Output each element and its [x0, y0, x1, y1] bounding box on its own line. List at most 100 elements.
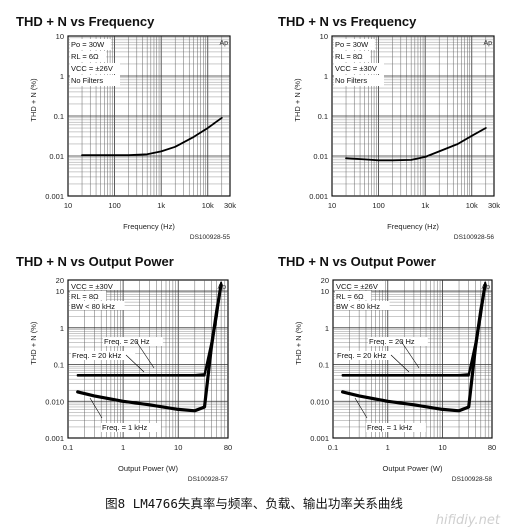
chart-title: THD + N vs Frequency — [16, 14, 155, 29]
annotation-bg — [70, 291, 107, 300]
y-tick-label: 0.001 — [310, 434, 329, 443]
series-line — [345, 127, 487, 162]
annotation: RL = 6Ω — [71, 52, 99, 61]
y-axis-label: THD + N (%) — [29, 78, 38, 122]
watermark: hifidiy.net — [436, 513, 501, 528]
y-tick-label: 0.1 — [54, 361, 64, 370]
x-tick-label: 1 — [121, 443, 125, 452]
annotation: VCC = ±26V — [336, 282, 378, 291]
y-tick-label: 10 — [321, 287, 329, 296]
annotation: VCC = ±30V — [71, 282, 113, 291]
y-tick-label: 1 — [324, 72, 328, 81]
series-label-bg — [336, 351, 401, 360]
series-label-bg — [103, 337, 163, 346]
x-tick-label: 10 — [174, 443, 182, 452]
annotation: RL = 6Ω — [336, 292, 364, 301]
annotation: RL = 8Ω — [335, 52, 363, 61]
x-tick-label: 30k — [488, 201, 500, 210]
chart-4: THD + N vs Output Power 0.1 1 10 80 0.001 0.01… — [278, 254, 496, 483]
annotation-bg — [334, 63, 384, 74]
series-label: Freq. = 1 kHz — [367, 423, 412, 432]
annotation-bg — [70, 63, 120, 74]
series-label: Freq. = 20 Hz — [104, 337, 150, 346]
figure-code: DS100928-56 — [454, 234, 494, 241]
x-tick-label: 100 — [372, 201, 385, 210]
y-tick-label: 0.01 — [313, 152, 328, 161]
y-axis-label: THD + N (%) — [294, 321, 303, 365]
annotation-bg — [335, 291, 372, 300]
series-label-bg — [368, 337, 428, 346]
series-line — [81, 116, 223, 157]
x-tick-label: 10 — [64, 201, 72, 210]
annotation: Po = 30W — [71, 40, 105, 49]
x-tick-label: 1 — [386, 443, 390, 452]
series-leader — [354, 397, 368, 419]
annotation: VCC = ±30V — [335, 64, 377, 73]
y-tick-label: 0.1 — [319, 361, 329, 370]
y-tick-label: 10 — [56, 32, 64, 41]
y-tick-label: 1 — [60, 324, 64, 333]
annotation: Po = 30W — [335, 40, 369, 49]
y-tick-label: 0.010 — [45, 397, 64, 406]
grid — [68, 36, 230, 196]
series-label: Freq. = 20 kHz — [337, 351, 387, 360]
figure-caption: 图8 LM4766失真率与频率、负载、输出功率关系曲线 — [105, 496, 403, 511]
y-tick-label: 0.1 — [318, 112, 328, 121]
x-tick-label: 80 — [224, 443, 232, 452]
annotation-bg — [334, 39, 375, 50]
x-axis-label: Output Power (W) — [118, 464, 179, 473]
x-tick-label: 10k — [202, 201, 214, 210]
x-tick-label: 10 — [438, 443, 446, 452]
x-tick-label: 1k — [421, 201, 429, 210]
y-axis-label: THD + N (%) — [29, 321, 38, 365]
y-tick-label: 20 — [321, 276, 329, 285]
series-label: Freq. = 1 kHz — [102, 423, 147, 432]
annotation-bg — [70, 39, 111, 50]
annotation-bg — [70, 281, 120, 290]
series-label-bg — [71, 351, 136, 360]
annotation-bg — [70, 51, 107, 62]
x-tick-label: 1k — [157, 201, 165, 210]
x-tick-label: 10 — [328, 201, 336, 210]
series-label: Freq. = 20 kHz — [72, 351, 122, 360]
x-tick-label: 0.1 — [63, 443, 73, 452]
chart-3: THD + N vs Output Power 0.1 1 10 80 0.001 0.01… — [16, 254, 232, 483]
y-tick-label: 0.001 — [309, 192, 328, 201]
annotation-bg — [335, 301, 390, 310]
x-tick-label: 0.1 — [328, 443, 338, 452]
series-line — [341, 283, 487, 413]
series-leader — [125, 354, 145, 373]
annotation-bg — [334, 51, 371, 62]
y-tick-label: 0.01 — [49, 152, 64, 161]
annotation: BW < 80 kHz — [71, 302, 115, 311]
annotation-bg — [70, 75, 120, 86]
y-tick-label: 1 — [60, 72, 64, 81]
chart-title: THD + N vs Frequency — [278, 14, 417, 29]
annotation: No Filters — [71, 76, 103, 85]
figure-code: DS100928-57 — [188, 476, 228, 483]
series-label-bg — [101, 423, 161, 432]
chart-title: THD + N vs Output Power — [16, 254, 174, 269]
annotation: RL = 8Ω — [71, 292, 99, 301]
y-axis-label: THD + N (%) — [293, 78, 302, 122]
x-axis-label: Frequency (Hz) — [387, 222, 439, 231]
x-tick-label: 10k — [466, 201, 478, 210]
x-tick-label: 80 — [488, 443, 496, 452]
chart-1: THD + N vs Frequency 10 100 1k 10k 30k 0.001 0.… — [16, 14, 236, 241]
figure-code: DS100928-55 — [190, 234, 230, 241]
ap-label: Ap — [483, 40, 492, 47]
series-line — [76, 283, 223, 413]
x-axis-label: Frequency (Hz) — [123, 222, 175, 231]
series-label-bg — [366, 423, 426, 432]
x-tick-label: 100 — [108, 201, 121, 210]
x-axis-label: Output Power (W) — [382, 464, 443, 473]
x-tick-label: 30k — [224, 201, 236, 210]
series-leader — [390, 354, 410, 373]
grid — [332, 36, 494, 196]
annotation-bg — [334, 75, 384, 86]
series-leader — [400, 340, 420, 369]
chart-2: THD + N vs Frequency 10 100 1k 10k 30k 0.001 0.… — [278, 14, 500, 241]
annotation-bg — [70, 301, 125, 310]
y-tick-label: 20 — [56, 276, 64, 285]
